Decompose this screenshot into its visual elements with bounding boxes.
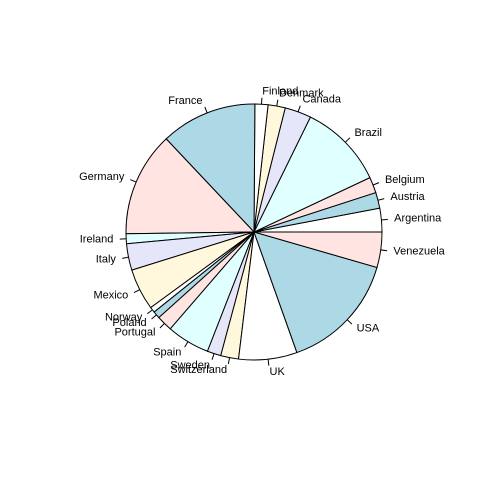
slice-label-spain: Spain [153, 347, 181, 359]
label-tick-spain [184, 341, 189, 348]
slice-label-argentina: Argentina [394, 213, 442, 225]
slice-label-uk: UK [270, 366, 286, 378]
label-tick-belgium [372, 182, 380, 186]
slice-label-belgium: Belgium [385, 174, 425, 186]
slice-label-brazil: Brazil [354, 127, 382, 139]
slice-label-france: France [168, 95, 202, 107]
label-tick-italy [122, 256, 129, 259]
slice-label-finland: Finland [262, 85, 298, 97]
label-tick-argentina [381, 218, 388, 221]
label-tick-sweden [211, 353, 215, 360]
slice-label-portugal: Portugal [114, 326, 155, 338]
label-tick-portugal [159, 323, 165, 329]
pie-slice-germany [125, 138, 256, 235]
slice-label-canada: Canada [302, 94, 341, 106]
slice-label-austria: Austria [390, 191, 425, 203]
slice-label-norway: Norway [105, 312, 143, 324]
label-tick-germany [130, 179, 137, 183]
slice-label-venezuela: Venezuela [393, 246, 445, 258]
pie-slice-france [165, 103, 256, 234]
labels-layer: Argentina Austria Belgium Brazil CanadaDenma… [79, 85, 446, 378]
label-tick-switzerland [227, 357, 231, 365]
label-tick-austria [377, 198, 385, 201]
label-tick-venezuela [380, 249, 388, 252]
slices-layer [125, 103, 383, 361]
label-tick-mexico [133, 289, 140, 293]
label-tick-uk [267, 359, 270, 366]
label-tick-brazil [344, 137, 351, 143]
slice-label-poland: Poland [112, 317, 146, 329]
label-tick-denmark [276, 99, 279, 107]
label-tick-poland [151, 314, 157, 320]
slice-label-denmark: Denmark [279, 87, 324, 99]
slice-label-switzerland: Switzerland [170, 364, 227, 376]
slice-label-ireland: Ireland [80, 233, 114, 245]
slice-label-usa: USA [357, 322, 380, 334]
label-tick-norway [147, 309, 153, 315]
slice-label-germany: Germany [79, 171, 125, 183]
label-tick-france [204, 106, 208, 114]
slice-label-mexico: Mexico [93, 289, 128, 301]
label-tick-usa [346, 319, 353, 325]
pie-slice-usa [253, 231, 378, 354]
slice-label-italy: Italy [96, 254, 117, 266]
label-tick-canada [297, 105, 301, 113]
slice-label-sweden: Sweden [170, 360, 210, 372]
